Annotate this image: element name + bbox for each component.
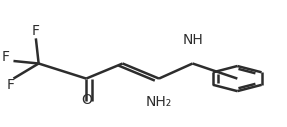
Text: NH₂: NH₂	[146, 95, 172, 109]
Text: NH: NH	[182, 33, 203, 47]
Text: O: O	[81, 93, 92, 107]
Text: F: F	[1, 50, 9, 64]
Text: F: F	[7, 78, 15, 92]
Text: F: F	[32, 24, 40, 38]
